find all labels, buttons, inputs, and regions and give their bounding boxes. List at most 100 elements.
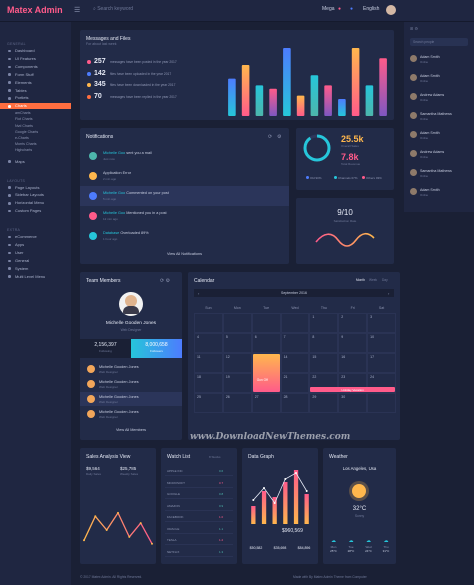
refresh-icon[interactable]: ⟳ <box>268 134 273 140</box>
calendar-day[interactable] <box>280 313 310 333</box>
chat-user[interactable]: Adam Smith Online <box>410 130 470 140</box>
view-all-members-link[interactable]: View All Members <box>115 428 147 432</box>
view-all-notifications-link[interactable]: View All Notifications <box>167 252 202 256</box>
chat-user[interactable]: Samantha Mathews Online <box>410 111 470 121</box>
watch-row[interactable]: ORACLE 1.1 <box>165 524 233 534</box>
sidebar-item[interactable]: Sidebar Layouts <box>0 192 71 198</box>
calendar-day[interactable]: 25 <box>194 393 223 413</box>
watch-row[interactable]: APPLE INC 0.6 <box>165 466 233 476</box>
chat-user[interactable]: Samantha Mathews Online <box>410 168 470 178</box>
calendar-day[interactable]: 2 <box>338 313 368 333</box>
watch-row[interactable]: TESLA 1.2 <box>165 535 233 545</box>
people-search-input[interactable]: Search people <box>410 38 468 46</box>
calendar-tab[interactable]: Day <box>382 278 388 282</box>
calendar-day[interactable]: 29 <box>309 393 339 413</box>
calendar-day[interactable]: 26 <box>222 393 252 413</box>
settings-icon[interactable]: ⚙ <box>277 134 282 140</box>
language-select[interactable]: English <box>363 6 380 12</box>
watch-row[interactable]: NETFLIX 1.3 <box>165 547 233 557</box>
notification-item[interactable]: Michelle Goo sent you a mail Just now <box>80 146 289 166</box>
calendar-day[interactable] <box>367 393 396 413</box>
calendar-event[interactable]: Gun Off <box>252 354 280 392</box>
watch-row[interactable]: FACEBOOK 1.0 <box>165 512 233 522</box>
sidebar-subitem[interactable]: amCharts <box>15 111 31 116</box>
refresh-icon[interactable]: ⟳ ⚙ <box>160 278 171 284</box>
sidebar-subitem[interactable]: Highcharts <box>15 148 33 153</box>
sidebar-item[interactable]: General <box>0 258 71 264</box>
mail-icon[interactable]: ● <box>350 6 354 12</box>
notification-item[interactable]: Database Overloaded 89% 1 hour ago <box>80 226 289 246</box>
calendar-day[interactable]: 23 <box>338 373 368 393</box>
brand-logo[interactable]: Matex Admin <box>7 5 63 15</box>
calendar-day[interactable] <box>251 313 281 333</box>
calendar-tab[interactable]: Week <box>369 278 378 282</box>
calendar-event[interactable]: Holiday Vacation <box>310 387 395 392</box>
calendar-day[interactable]: 14 <box>280 353 310 373</box>
sidebar-item[interactable]: Components <box>0 64 71 70</box>
sidebar-subitem[interactable]: Morris Charts <box>15 142 37 147</box>
calendar-day[interactable]: 27 <box>251 393 281 413</box>
watch-row[interactable]: GOOGLE 0.8 <box>165 489 233 499</box>
calendar-day[interactable]: 5 <box>222 333 252 353</box>
calendar-day[interactable]: 19 <box>222 373 252 393</box>
sidebar-item[interactable]: Horizontal Menu <box>0 200 71 206</box>
sidebar-item[interactable]: UI Features <box>0 56 71 62</box>
sidebar-subitem[interactable]: Flot Charts <box>15 117 33 122</box>
calendar-day[interactable]: 15 <box>309 353 339 373</box>
team-member-row[interactable]: Michelle Gooden Jones Web Designer <box>80 362 182 376</box>
calendar-day[interactable]: 6 <box>251 333 281 353</box>
calendar-day[interactable]: 11 <box>194 353 223 373</box>
calendar-day[interactable]: 9 <box>338 333 368 353</box>
sidebar-item[interactable]: Multi Level Menu <box>0 274 71 280</box>
sidebar-item[interactable]: Form Stuff <box>0 72 71 78</box>
team-member-row[interactable]: Michelle Gooden Jones Web Designer <box>80 392 182 406</box>
sidebar-subitem[interactable]: Google Charts <box>15 129 39 134</box>
avatar[interactable] <box>386 5 396 15</box>
calendar-day[interactable]: 12 <box>222 353 252 373</box>
panel-tabs-icon[interactable]: ⊞ ⚙ <box>410 26 419 31</box>
sidebar-item[interactable]: Portlets <box>0 95 71 101</box>
calendar-day[interactable]: 24 <box>367 373 396 393</box>
team-member-row[interactable]: Michelle Gooden Jones Web Designer <box>80 377 182 391</box>
sidebar-item[interactable]: eCommerce <box>0 234 71 240</box>
chat-user[interactable]: Adam Smith Online <box>410 54 470 64</box>
calendar-day[interactable] <box>194 313 223 333</box>
sidebar-item[interactable]: Charts <box>0 103 71 110</box>
calendar-day[interactable]: 21 <box>280 373 310 393</box>
calendar-day[interactable]: 1 <box>309 313 339 333</box>
sidebar-item-maps[interactable]: Maps <box>0 159 71 165</box>
calendar-day[interactable]: 10 <box>367 333 396 353</box>
calendar-day[interactable] <box>222 313 252 333</box>
calendar-day[interactable]: 7 <box>280 333 310 353</box>
sidebar-subitem[interactable]: Nvd Charts <box>15 123 33 128</box>
chat-user[interactable]: Andrew Adams Online <box>410 149 470 159</box>
chat-user[interactable]: Adam Smith Online <box>410 187 470 197</box>
calendar-day[interactable]: 30 <box>338 393 368 413</box>
calendar-day[interactable]: 28 <box>280 393 310 413</box>
calendar-day[interactable]: 16 <box>338 353 368 373</box>
next-month-icon[interactable]: › <box>388 291 390 296</box>
notification-item[interactable]: Michelle Goo Mentioned you in a post 12 m… <box>80 206 289 226</box>
sidebar-item[interactable]: Apps <box>0 242 71 248</box>
user-name[interactable]: Mega <box>322 6 335 12</box>
bell-icon[interactable]: ● <box>338 6 342 12</box>
watch-row[interactable]: AMAZON 0.9 <box>165 501 233 511</box>
search-input[interactable]: ⌕ Search keyword <box>93 6 134 12</box>
calendar-day[interactable]: 18 <box>194 373 223 393</box>
calendar-day[interactable]: 17 <box>367 353 396 373</box>
chat-user[interactable]: Andrew Adams Online <box>410 92 470 102</box>
calendar-day[interactable]: 4 <box>194 333 223 353</box>
calendar-tab[interactable]: Month <box>356 278 365 282</box>
sidebar-toggle-icon[interactable]: ☰ <box>74 7 81 14</box>
watch-row[interactable]: MICROSOFT 0.7 <box>165 478 233 488</box>
calendar-day[interactable]: 22 <box>309 373 339 393</box>
notification-item[interactable]: Michelle Goo Commented on your post 5 min… <box>80 186 289 206</box>
sidebar-item[interactable]: Tables <box>0 88 71 94</box>
prev-month-icon[interactable]: ‹ <box>198 291 200 296</box>
notification-item[interactable]: Application Error 2 min ago <box>80 166 289 186</box>
sidebar-item[interactable]: User <box>0 250 71 256</box>
calendar-day[interactable]: 8 <box>309 333 339 353</box>
team-member-row[interactable]: Michelle Gooden Jones Web Designer <box>80 407 182 421</box>
sidebar-item[interactable]: Elements <box>0 80 71 86</box>
chat-user[interactable]: Adam Smith Online <box>410 73 470 83</box>
